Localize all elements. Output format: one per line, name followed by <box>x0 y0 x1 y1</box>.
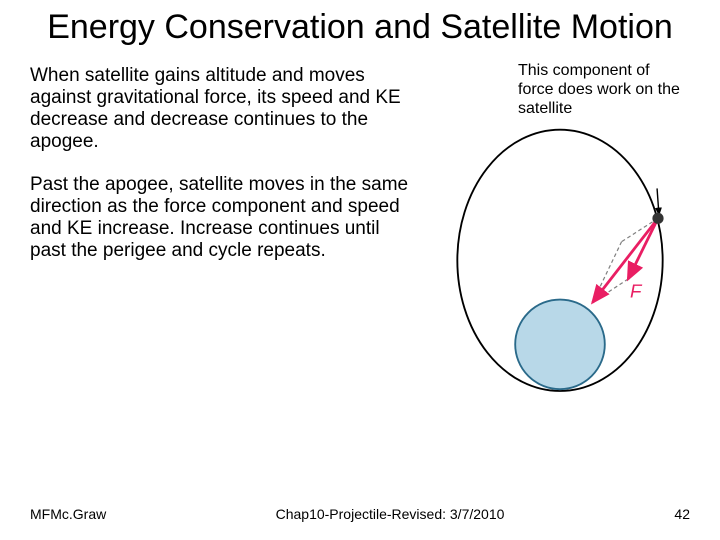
force-label: F <box>630 281 643 302</box>
text-column: When satellite gains altitude and moves … <box>30 65 410 284</box>
page-title: Energy Conservation and Satellite Motion <box>30 8 690 47</box>
planet <box>515 300 605 390</box>
footer-page-number: 42 <box>630 506 690 522</box>
force-vector <box>593 218 658 302</box>
figure-caption: This component of force does work on the… <box>518 61 688 119</box>
paragraph-1: When satellite gains altitude and moves … <box>30 65 410 152</box>
figure-column: This component of force does work on the… <box>420 65 690 284</box>
content-row: When satellite gains altitude and moves … <box>30 65 690 284</box>
satellite <box>652 213 663 224</box>
tangent-component-vector <box>628 218 658 279</box>
paragraph-2: Past the apogee, satellite moves in the … <box>30 174 410 261</box>
orbit-diagram: F <box>420 125 700 405</box>
footer: MFMc.Graw Chap10-Projectile-Revised: 3/7… <box>0 506 720 522</box>
caption-pointer <box>657 189 659 215</box>
footer-chapter: Chap10-Projectile-Revised: 3/7/2010 <box>150 506 630 522</box>
footer-author: MFMc.Graw <box>30 506 150 522</box>
